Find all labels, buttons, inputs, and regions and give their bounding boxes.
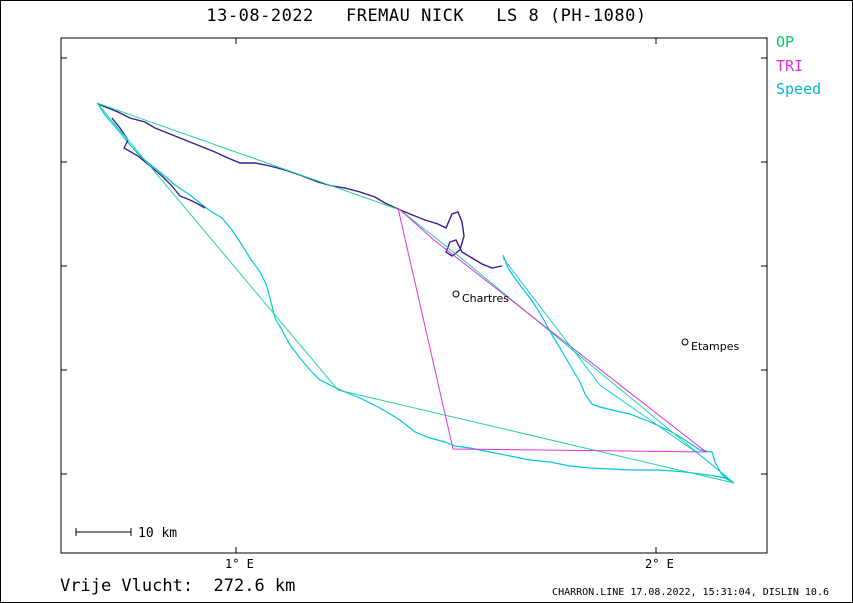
legend-speed: Speed [776,80,822,98]
scale-bar-label: 10 km [138,526,177,541]
x-ticks [235,38,657,553]
free-flight-distance: Vrije Vlucht: 272.6 km [60,576,296,596]
legend-tri: TRI [776,57,804,75]
y-ticks [61,57,767,475]
side-track [111,117,206,209]
credit-line: CHARRON.LINE 17.08.2022, 15:31:04, DISLI… [552,587,829,598]
op-route [96,102,735,484]
etampes-label: Etampes [691,340,739,353]
chartres-marker [452,290,460,298]
x-tick-label-1: 1° E [225,557,254,571]
scale-bar [75,528,132,536]
speed-legs [502,257,735,484]
tri-route [397,207,708,453]
map-title: 13-08-2022 FREMAU NICK LS 8 (PH-1080) [206,6,647,26]
chartres-label: Chartres [462,292,509,305]
plot-border [60,37,768,554]
legend-op: OP [776,33,795,51]
etampes-marker [681,338,689,346]
speed-track [97,103,735,484]
outbound-track [97,103,503,269]
x-tick-label-2: 2° E [645,557,674,571]
